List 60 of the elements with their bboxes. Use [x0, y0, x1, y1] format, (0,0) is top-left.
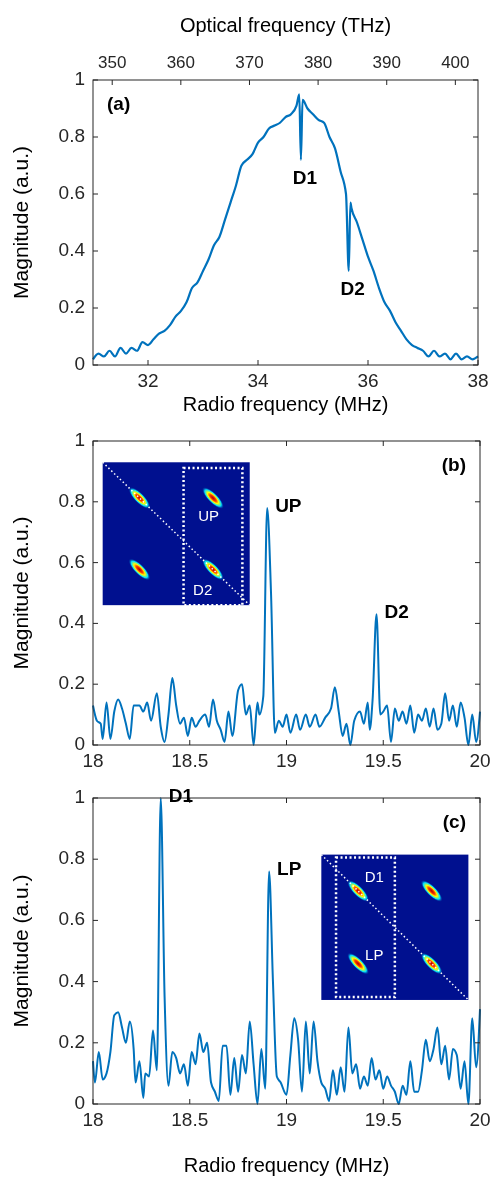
annotation: (c)	[442, 811, 466, 832]
x-tick-label: 19	[275, 750, 298, 771]
y-tick-label: 0.4	[58, 969, 86, 991]
y-tick-label: 0.2	[58, 1030, 85, 1052]
y-axis-title: Magnitude (a.u.)	[9, 516, 32, 670]
spectral-map-picture: D1 LP	[320, 853, 470, 1001]
annotation: LP	[365, 946, 384, 964]
x-tick-label: 18	[82, 1109, 104, 1130]
spectral-map-picture: UP D2	[101, 461, 251, 607]
x2-tick-label: 390	[372, 53, 401, 72]
y-tick-label: 0.4	[58, 611, 86, 633]
annotation: D1	[364, 867, 384, 885]
annotation: UP	[198, 506, 219, 524]
x-tick-label: 19.5	[364, 1109, 402, 1130]
annotation: (a)	[107, 93, 131, 114]
x-tick-label: 18	[82, 750, 104, 771]
y-tick-label: 0.6	[58, 550, 85, 572]
y-tick-label: 0.6	[58, 182, 85, 204]
x-tick-label: 32	[137, 370, 159, 391]
y-tick-label: 0.2	[58, 296, 85, 318]
x2-tick-label: 370	[235, 53, 264, 72]
x-axis-title: Radio frequency (MHz)	[183, 1154, 390, 1176]
y-tick-label: 0.8	[58, 489, 85, 511]
line-series	[91, 93, 480, 361]
x-tick-label: 19.5	[364, 750, 402, 771]
annotation: D1	[168, 785, 194, 806]
x-tick-label: 20	[469, 1109, 491, 1130]
annotation: D2	[384, 601, 409, 623]
x-tick-label: 19	[275, 1109, 298, 1130]
x-tick-label: 38	[467, 370, 489, 391]
annotation: D1	[292, 166, 318, 188]
x-axis-title: Radio frequency (MHz)	[182, 393, 389, 415]
x-tick-label: 36	[357, 370, 379, 391]
y-axis-title: Magnitude (a.u.)	[9, 874, 32, 1028]
y-tick-label: 0	[74, 353, 85, 375]
y-tick-label: 1	[74, 429, 85, 451]
y-tick-label: 0.2	[58, 672, 85, 694]
x2-tick-label: 350	[98, 53, 127, 72]
annotation: D2	[193, 580, 213, 598]
x2-tick-label: 400	[441, 53, 470, 72]
x-tick-label: 18.5	[171, 750, 209, 771]
x2-axis-title: Optical frequency (THz)	[179, 14, 392, 36]
annotation: UP	[275, 494, 302, 516]
annotation: LP	[277, 858, 302, 880]
x-tick-label: 34	[247, 370, 269, 391]
y-tick-label: 0.8	[58, 847, 85, 869]
x-tick-label: 18.5	[171, 1109, 209, 1130]
y-tick-label: 0	[74, 733, 85, 755]
y-tick-label: 0.4	[58, 239, 86, 261]
x2-tick-label: 360	[166, 53, 196, 72]
x-tick-label: 20	[469, 750, 491, 771]
annotation: D2	[340, 277, 365, 299]
annotation: (b)	[441, 454, 466, 475]
y-tick-label: 0.8	[58, 125, 85, 147]
y-tick-label: 1	[74, 68, 85, 90]
y-tick-label: 0.6	[58, 908, 85, 930]
x2-tick-label: 380	[303, 53, 333, 72]
y-tick-label: 0	[74, 1092, 85, 1114]
y-axis-title: Magnitude (a.u.)	[9, 146, 32, 299]
y-tick-label: 1	[74, 786, 85, 808]
